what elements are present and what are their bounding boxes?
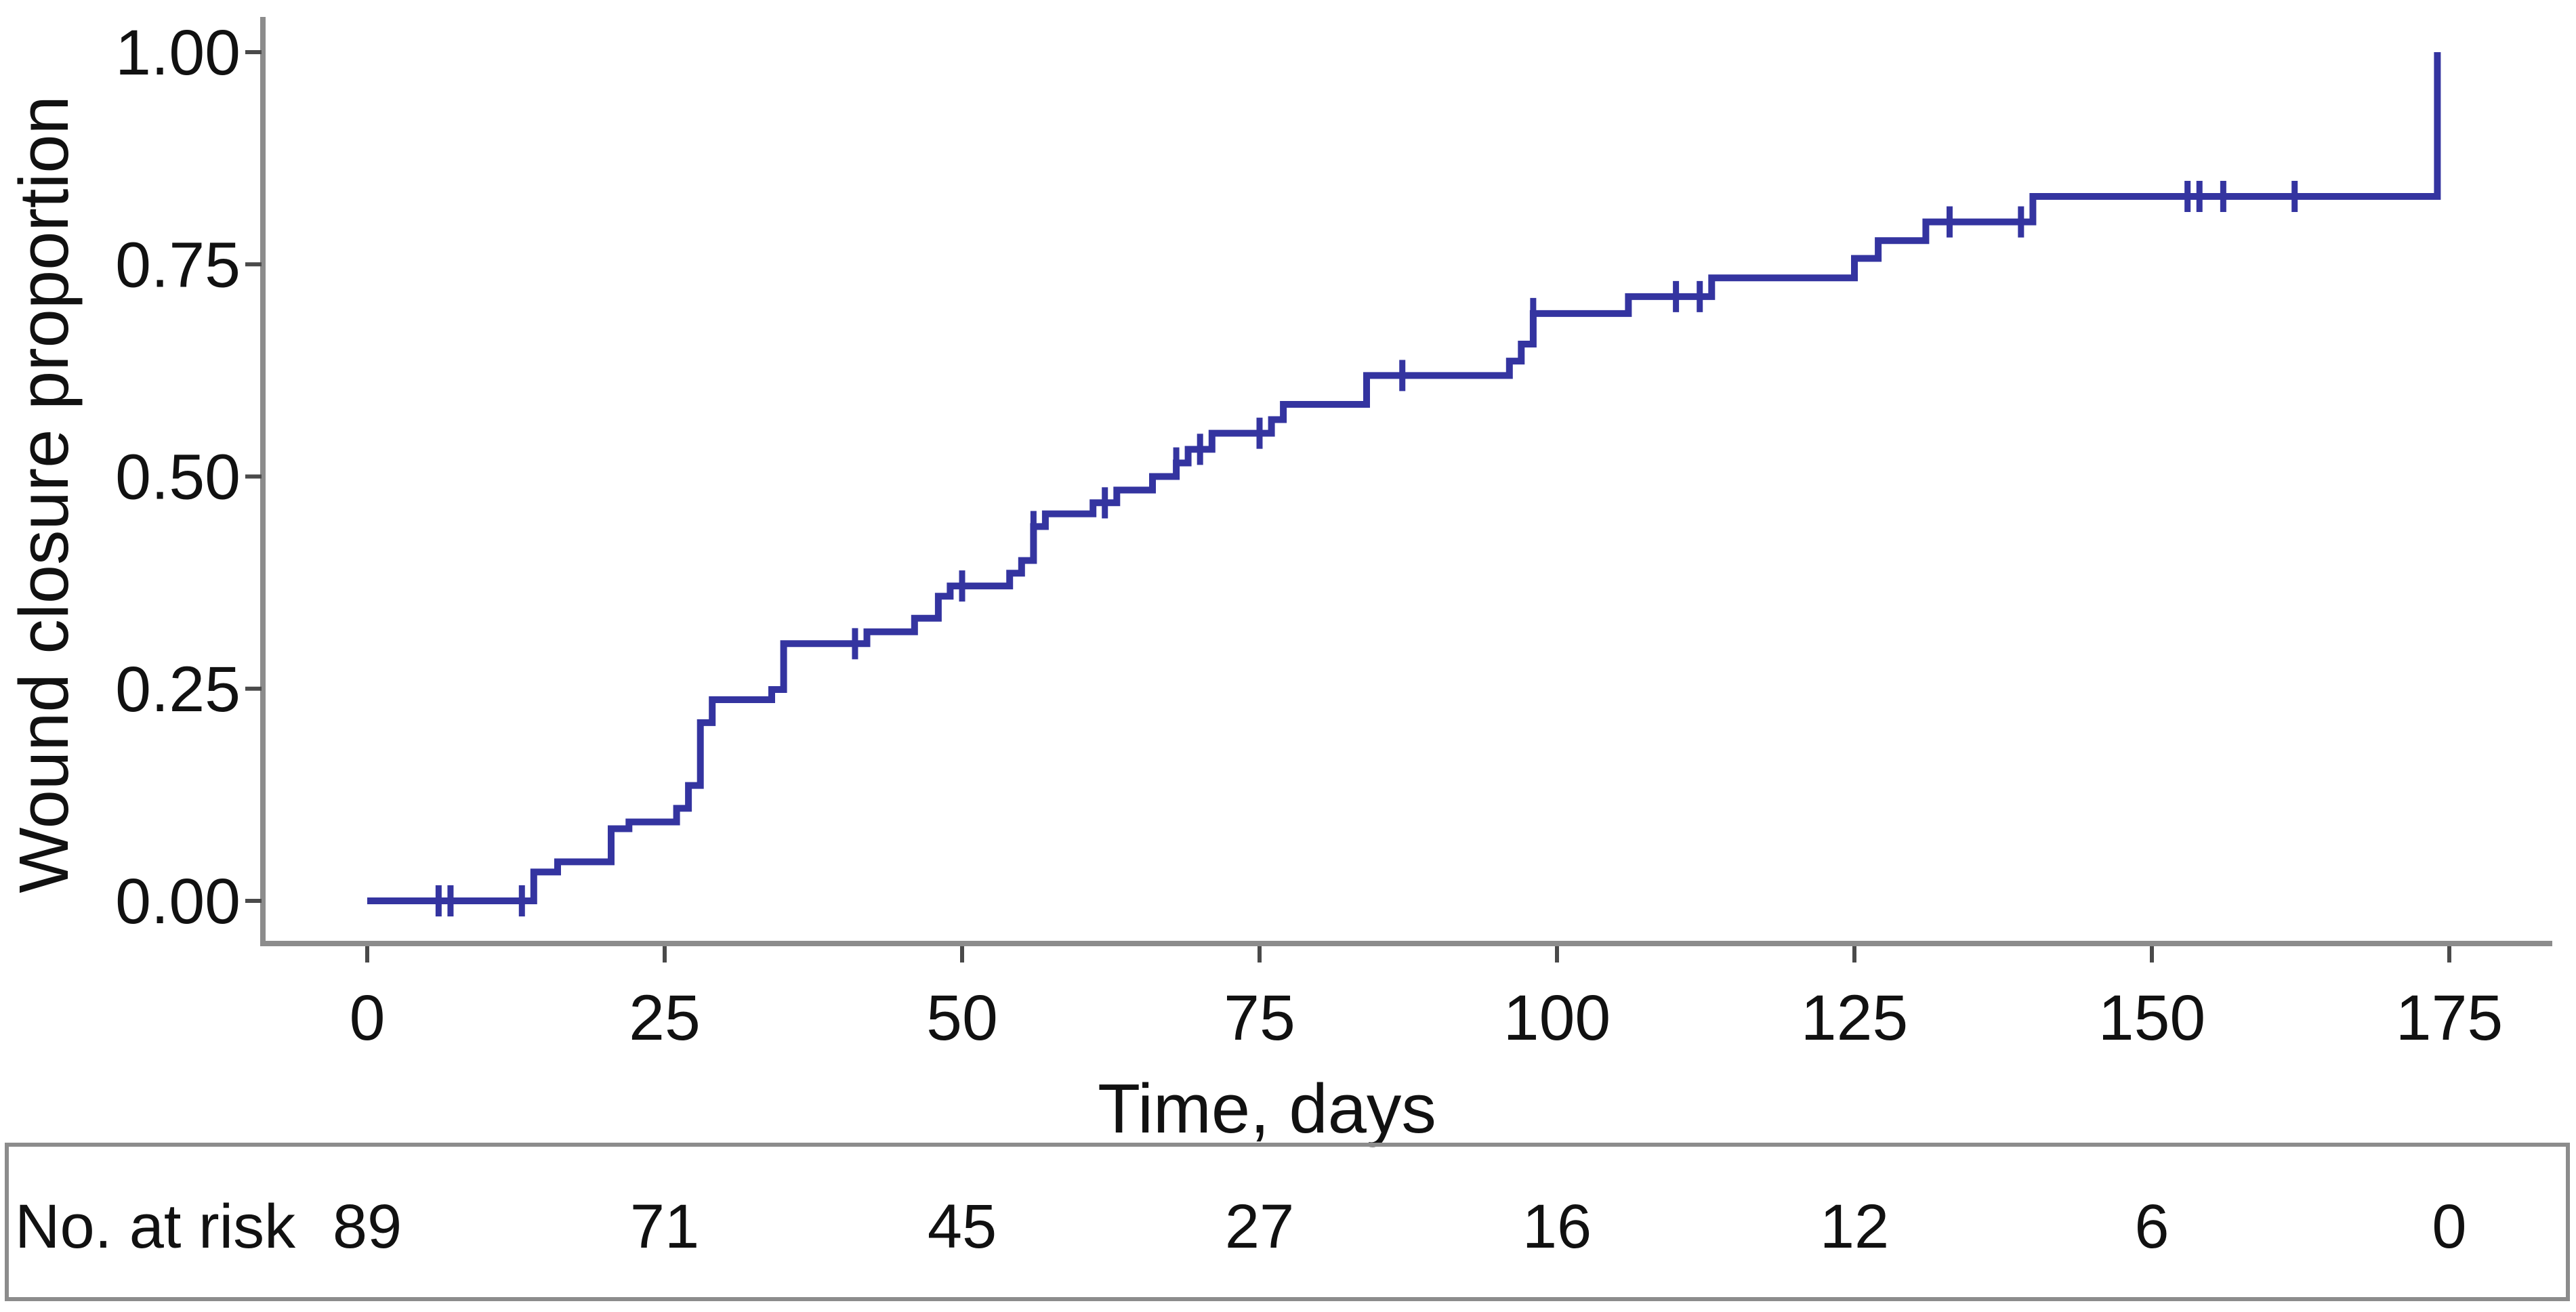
x-tick-label: 25 xyxy=(629,982,701,1054)
km-step-curve xyxy=(367,52,2441,904)
risk-table-label: No. at risk xyxy=(15,1192,296,1261)
risk-count: 71 xyxy=(630,1192,699,1261)
risk-table-border xyxy=(5,1143,2570,1301)
y-axis-tick-labels: 0.00 0.25 0.50 0.75 1.00 xyxy=(115,17,241,937)
y-tick-label: 0.00 xyxy=(115,866,241,937)
y-tick-label: 0.75 xyxy=(115,229,241,301)
x-tick-label: 175 xyxy=(2396,982,2504,1054)
risk-count: 12 xyxy=(1820,1192,1889,1261)
x-tick-label: 0 xyxy=(350,982,386,1054)
x-axis-title: Time, days xyxy=(1098,1070,1436,1147)
km-curve-group xyxy=(367,52,2441,916)
y-axis-ticks xyxy=(245,50,262,903)
y-tick-label: 1.00 xyxy=(115,17,241,89)
x-tick-label: 50 xyxy=(926,982,998,1054)
risk-count: 6 xyxy=(2134,1192,2169,1261)
risk-count: 27 xyxy=(1225,1192,1294,1261)
risk-count: 45 xyxy=(928,1192,997,1261)
risk-table-counts: 89 71 45 27 16 12 6 0 xyxy=(333,1192,2467,1261)
y-axis-title: Wound closure proportion xyxy=(5,96,83,893)
risk-table: No. at risk 89 71 45 27 16 12 6 0 xyxy=(5,1143,2570,1301)
x-tick-label: 75 xyxy=(1224,982,1295,1054)
x-axis-tick-labels: 0 25 50 75 100 125 150 175 xyxy=(350,982,2504,1054)
x-axis-ticks xyxy=(365,946,2451,962)
risk-count: 89 xyxy=(333,1192,402,1261)
x-tick-label: 125 xyxy=(1801,982,1909,1054)
x-tick-label: 150 xyxy=(2098,982,2206,1054)
y-tick-label: 0.25 xyxy=(115,654,241,725)
y-tick-label: 0.50 xyxy=(115,442,241,513)
risk-count: 16 xyxy=(1522,1192,1592,1261)
risk-count: 0 xyxy=(2432,1192,2466,1261)
x-tick-label: 100 xyxy=(1503,982,1611,1054)
censor-marks xyxy=(435,181,2298,916)
